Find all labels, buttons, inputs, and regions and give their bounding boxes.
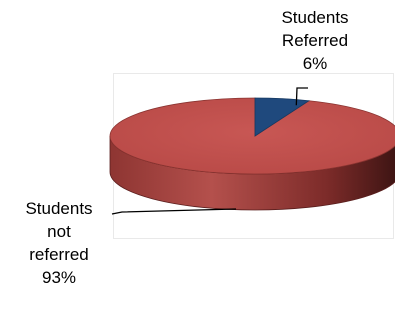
- data-label-not-referred-line-3: referred: [29, 245, 89, 264]
- data-label-not-referred-line-2: not: [47, 222, 71, 241]
- data-label-not-referred-line-1: Students: [25, 199, 93, 218]
- leader-line-referred: [295, 87, 308, 106]
- slice-referred: [254, 97, 311, 137]
- data-label-referred-line-1: Students: [281, 8, 349, 27]
- data-label-not-referred-pct: 93%: [41, 268, 77, 287]
- slice-not-referred: [109, 97, 395, 175]
- leader-line-not-referred: [111, 208, 237, 215]
- data-label-referred-pct: 6%: [302, 54, 328, 73]
- data-label-referred-line-2: Referred: [281, 31, 349, 50]
- data-label-not-referred: Students not referred 93%: [0, 197, 118, 289]
- data-label-referred: Students Referred 6%: [262, 6, 368, 75]
